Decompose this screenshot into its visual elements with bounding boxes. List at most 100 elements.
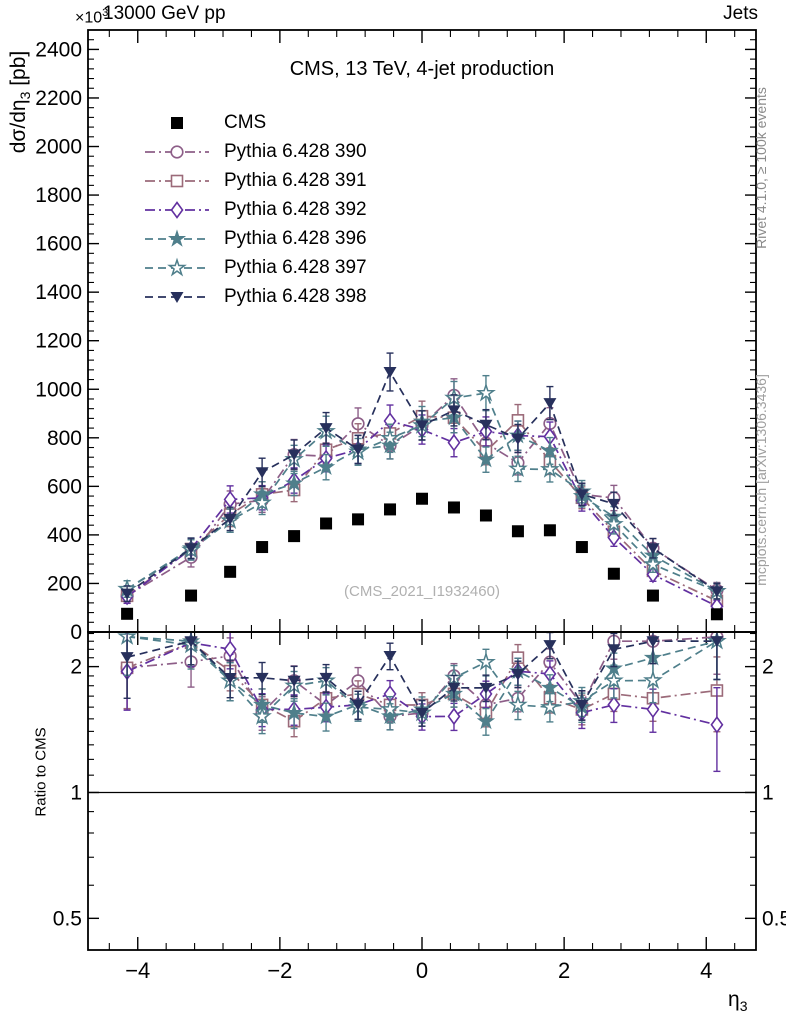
y-tick-label-main: 0	[70, 621, 82, 644]
legend-item: Pythia 6.428 391	[142, 166, 367, 195]
y-tick-label-main: 800	[47, 427, 82, 450]
legend-marker-star-filled-icon	[145, 228, 209, 247]
data-point-marker	[223, 672, 237, 684]
data-point-marker	[607, 695, 621, 714]
data-point-marker	[511, 433, 525, 445]
data-point-marker	[319, 672, 333, 684]
data-point-marker	[383, 367, 397, 379]
y-tick-label-ratio: 2	[762, 656, 774, 679]
data-point-marker	[447, 501, 460, 514]
legend-marker-glyph	[170, 291, 184, 303]
legend-marker-square-open-icon	[145, 174, 209, 187]
y-tick-label-main: 2000	[35, 136, 82, 159]
data-point-marker	[540, 696, 560, 716]
plot-title: CMS, 13 TeV, 4-jet production	[289, 58, 555, 80]
data-point-marker	[646, 565, 660, 584]
series-line	[126, 635, 718, 718]
legend-item: CMS	[142, 108, 367, 137]
data-point-marker	[384, 503, 397, 516]
legend-marker-glyph	[167, 228, 187, 247]
data-point-marker	[316, 457, 336, 475]
data-point-marker	[710, 715, 724, 734]
data-point-marker	[447, 707, 461, 726]
data-point-marker	[540, 441, 559, 459]
data-point-marker	[479, 682, 493, 694]
data-point-marker	[476, 382, 496, 402]
y-tick-label-main: 2200	[35, 87, 82, 110]
data-point-marker	[351, 699, 365, 711]
data-point-marker	[575, 489, 589, 501]
legend-item-label: Pythia 6.428 390	[224, 140, 367, 162]
data-point-marker	[252, 492, 272, 512]
data-point-marker	[288, 530, 301, 543]
y-axis-title-ratio: Ratio to CMS	[32, 727, 50, 817]
series-line	[126, 641, 718, 723]
data-point-marker	[351, 444, 365, 456]
data-point-marker	[316, 707, 336, 725]
data-point-marker	[646, 636, 660, 648]
data-point-marker	[252, 705, 272, 725]
data-point-marker	[507, 458, 528, 478]
data-point-marker	[121, 607, 134, 620]
legend-item: Pythia 6.428 397	[142, 253, 367, 282]
data-point-marker	[604, 670, 624, 690]
y-tick-label-ratio: 2	[70, 656, 82, 679]
legend-marker-star-open-icon	[145, 257, 209, 276]
legend-item: Pythia 6.428 398	[142, 282, 367, 311]
data-point-marker	[120, 588, 134, 600]
data-point-marker	[256, 541, 269, 554]
axis-multiplier: ×103	[75, 7, 109, 27]
analysis-watermark: (CMS_2021_I1932460)	[344, 583, 500, 600]
y-tick-label-main: 600	[47, 475, 82, 498]
data-point-marker	[604, 513, 624, 533]
data-point-marker	[646, 543, 660, 555]
y-tick-label-main: 1600	[35, 233, 82, 256]
legend-item: Pythia 6.428 396	[142, 224, 367, 253]
x-tick-label: 4	[700, 958, 712, 983]
y-tick-label-main: 200	[47, 572, 82, 595]
data-point-marker	[380, 427, 400, 447]
data-point-marker	[383, 650, 397, 662]
legend-item-label: Pythia 6.428 396	[224, 227, 367, 249]
legend: CMS Pythia 6.428 390 Pythia 6.428 391 Pythi…	[142, 108, 367, 311]
data-point-marker	[643, 554, 663, 573]
legend-marker-square-filled-icon	[171, 116, 183, 129]
legend-marker-glyph	[170, 174, 184, 187]
data-point-marker	[575, 699, 589, 711]
y-tick-label-ratio: 0.5	[53, 907, 82, 930]
data-point-marker	[120, 652, 134, 664]
data-point-marker	[224, 565, 237, 578]
legend-marker-glyph	[171, 116, 183, 129]
legend-item-label: Pythia 6.428 391	[224, 169, 367, 191]
legend-marker-glyph	[170, 200, 184, 219]
y-axis-title-main: dσ/dη3 [pb]	[6, 50, 34, 154]
y-tick-label-main: 1000	[35, 378, 82, 401]
legend-item: Pythia 6.428 392	[142, 195, 367, 224]
series-ratio-pythia-6.428-397	[117, 633, 727, 735]
y-tick-label-main: 400	[47, 524, 82, 547]
header-process-label: Jets	[723, 3, 758, 24]
x-axis-title: η3	[728, 988, 748, 1015]
data-point-marker	[575, 541, 588, 554]
data-point-marker	[607, 644, 621, 656]
data-point-marker	[710, 636, 724, 648]
legend-marker-glyph	[170, 144, 184, 159]
legend-marker-diamond-open-icon	[145, 200, 209, 219]
x-tick-label: −2	[267, 958, 292, 983]
data-point-marker	[447, 405, 461, 417]
data-point-marker	[479, 509, 492, 522]
x-tick-label: −4	[125, 958, 150, 983]
data-point-marker	[185, 589, 198, 602]
data-point-marker	[539, 458, 560, 478]
data-point-marker	[255, 672, 269, 684]
data-point-marker	[643, 670, 663, 689]
data-point-marker	[223, 640, 237, 659]
data-point-marker	[184, 636, 198, 648]
y-tick-label-ratio: 0.5	[762, 907, 786, 930]
data-point-marker	[287, 449, 301, 461]
legend-item: Pythia 6.428 390	[142, 137, 367, 166]
data-point-marker	[352, 513, 365, 526]
series-main-pythia-6.428-398	[120, 352, 724, 603]
data-point-marker	[607, 567, 620, 580]
